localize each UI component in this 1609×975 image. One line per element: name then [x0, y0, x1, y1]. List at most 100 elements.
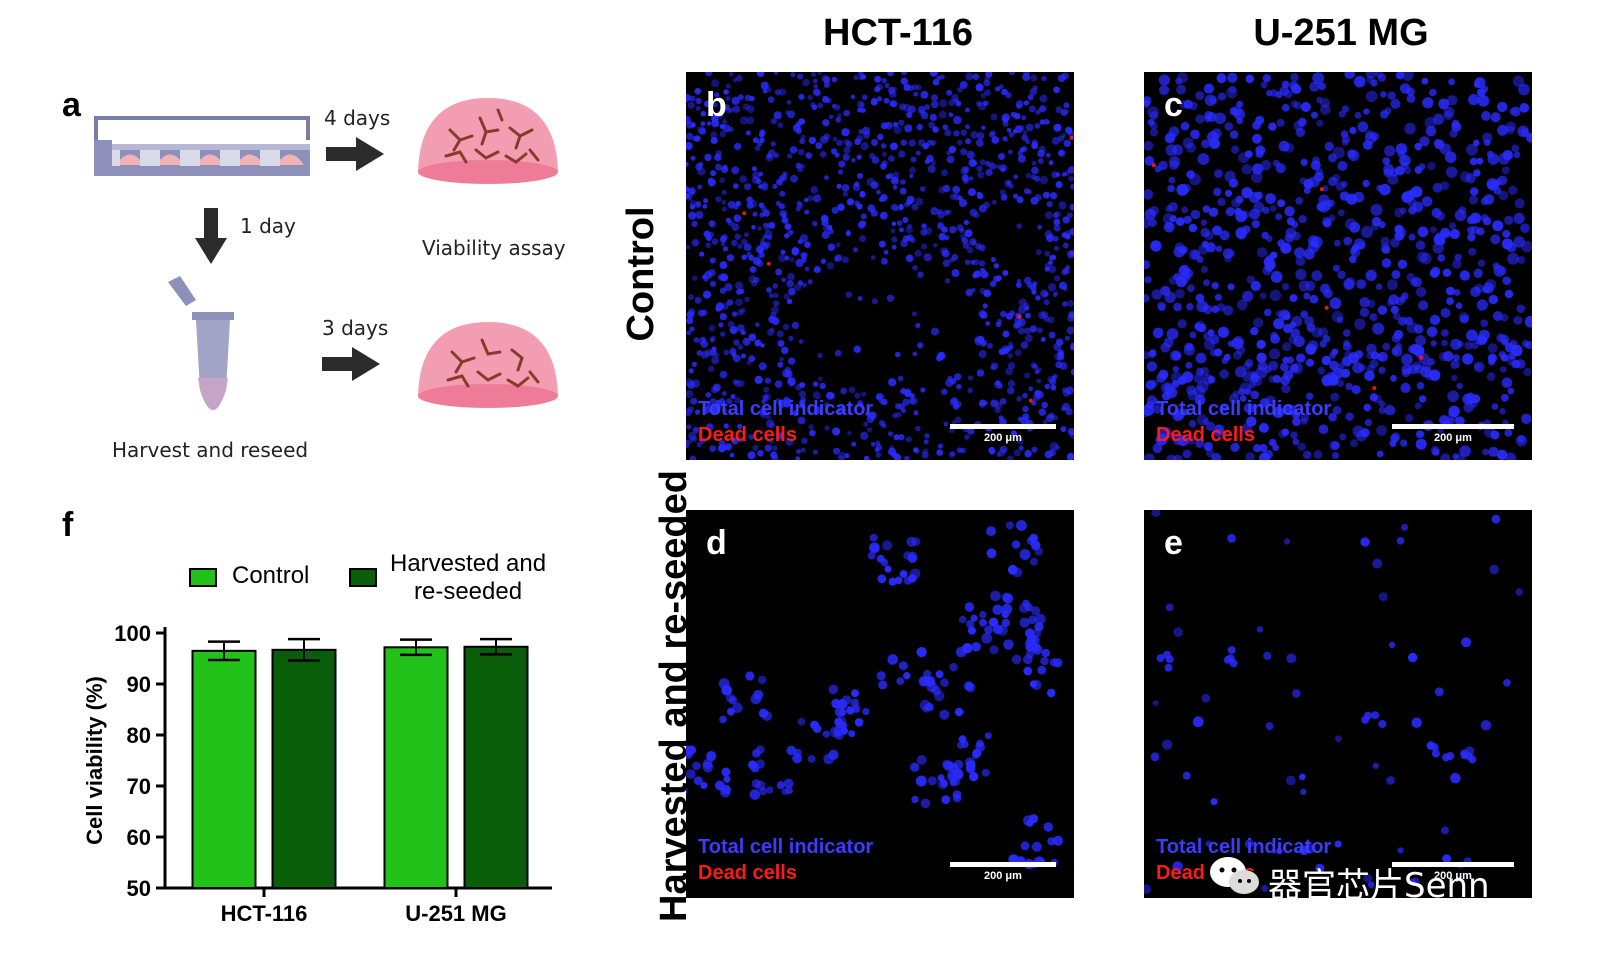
cell-nucleus	[1053, 219, 1061, 227]
cell-nucleus	[1377, 73, 1387, 82]
cell-nucleus	[1031, 446, 1038, 453]
cell-nucleus	[1205, 421, 1216, 432]
cell-nucleus	[1273, 318, 1285, 330]
y-tick-label: 80	[127, 723, 151, 748]
cell-nucleus	[1464, 341, 1473, 350]
cell-nucleus	[904, 388, 912, 396]
cell-nucleus	[877, 96, 882, 102]
cell-nucleus	[1156, 654, 1165, 663]
cell-nucleus	[984, 89, 991, 96]
cell-nucleus	[686, 389, 694, 398]
cell-nucleus	[1180, 121, 1190, 131]
cell-nucleus	[1208, 207, 1219, 217]
cell-nucleus	[920, 228, 928, 236]
cell-nucleus	[1230, 442, 1240, 452]
cell-nucleus	[1151, 163, 1156, 168]
cell-nucleus	[1036, 249, 1042, 256]
cell-nucleus	[1360, 537, 1370, 547]
cell-nucleus	[754, 339, 762, 347]
cell-nucleus	[1203, 441, 1213, 452]
cell-nucleus	[752, 257, 762, 266]
cell-nucleus	[943, 209, 949, 216]
cell-nucleus	[870, 442, 876, 447]
cell-nucleus	[1343, 339, 1350, 347]
cell-nucleus	[759, 252, 765, 258]
cell-nucleus	[1336, 316, 1344, 324]
cell-nucleus	[871, 156, 880, 164]
cell-nucleus	[891, 221, 897, 227]
cell-nucleus	[1041, 401, 1048, 409]
cell-nucleus	[1345, 218, 1357, 230]
cell-nucleus	[1345, 412, 1354, 421]
cell-nucleus	[777, 361, 784, 368]
cell-nucleus	[776, 781, 785, 790]
nuclei-layer	[1144, 510, 1523, 894]
cell-nucleus	[1490, 234, 1501, 245]
cell-nucleus	[1292, 417, 1301, 427]
cell-nucleus	[908, 574, 917, 583]
cell-nucleus	[1300, 158, 1308, 166]
cell-nucleus	[1181, 206, 1189, 214]
cell-nucleus	[1409, 343, 1421, 355]
cell-nucleus	[1504, 215, 1514, 225]
cell-nucleus	[717, 110, 723, 116]
cell-nucleus	[1414, 324, 1424, 334]
cell-nucleus	[1356, 279, 1367, 289]
cell-nucleus	[1450, 772, 1461, 784]
cell-nucleus	[722, 124, 731, 133]
cell-nucleus	[1224, 122, 1233, 131]
cell-nucleus	[931, 327, 939, 336]
panel-label-d: d	[706, 524, 727, 562]
cell-nucleus	[986, 548, 997, 559]
cell-nucleus	[876, 554, 885, 563]
cell-nucleus	[851, 441, 857, 447]
cell-nucleus	[1224, 254, 1232, 263]
cell-nucleus	[928, 121, 935, 129]
cell-nucleus	[933, 243, 938, 248]
cell-nucleus	[904, 455, 910, 460]
cell-nucleus	[834, 349, 842, 357]
cell-nucleus	[817, 72, 822, 76]
cell-nucleus	[932, 126, 939, 133]
cell-nucleus	[1275, 310, 1283, 317]
cell-nucleus	[1025, 123, 1034, 132]
cell-nucleus	[917, 342, 924, 349]
cell-nucleus	[939, 99, 948, 108]
cell-nucleus	[1380, 91, 1387, 98]
cell-nucleus	[787, 153, 793, 159]
cell-nucleus	[1229, 130, 1239, 139]
cell-nucleus	[1387, 279, 1398, 291]
cell-nucleus	[880, 163, 887, 170]
cell-nucleus	[835, 117, 842, 123]
cell-nucleus	[854, 181, 860, 187]
cell-nucleus	[726, 299, 734, 306]
cell-nucleus	[1242, 290, 1254, 302]
cell-nucleus	[958, 198, 967, 208]
cell-nucleus	[1000, 194, 1008, 201]
cell-nucleus	[688, 187, 696, 195]
cell-nucleus	[1343, 236, 1353, 246]
cell-nucleus	[1487, 180, 1498, 191]
cell-nucleus	[860, 391, 867, 397]
cell-nucleus	[773, 300, 780, 307]
cell-nucleus	[758, 202, 765, 209]
cell-nucleus	[715, 163, 722, 171]
cell-nucleus	[1031, 144, 1037, 150]
cell-nucleus	[1440, 453, 1451, 460]
cell-nucleus	[813, 78, 818, 84]
cell-nucleus	[859, 235, 867, 243]
cell-nucleus	[943, 421, 949, 427]
cell-nucleus	[759, 132, 765, 138]
cell-nucleus	[837, 203, 845, 211]
cell-nucleus	[844, 453, 850, 459]
cell-nucleus	[1397, 847, 1404, 854]
cell-nucleus	[979, 399, 986, 407]
cell-nucleus	[961, 237, 968, 244]
cell-nucleus	[1442, 268, 1452, 277]
cell-nucleus	[1214, 112, 1226, 125]
cell-nucleus	[798, 390, 806, 398]
cell-nucleus	[941, 388, 948, 395]
cell-nucleus	[1329, 440, 1340, 451]
cell-nucleus	[983, 289, 992, 298]
cell-nucleus	[966, 760, 976, 770]
